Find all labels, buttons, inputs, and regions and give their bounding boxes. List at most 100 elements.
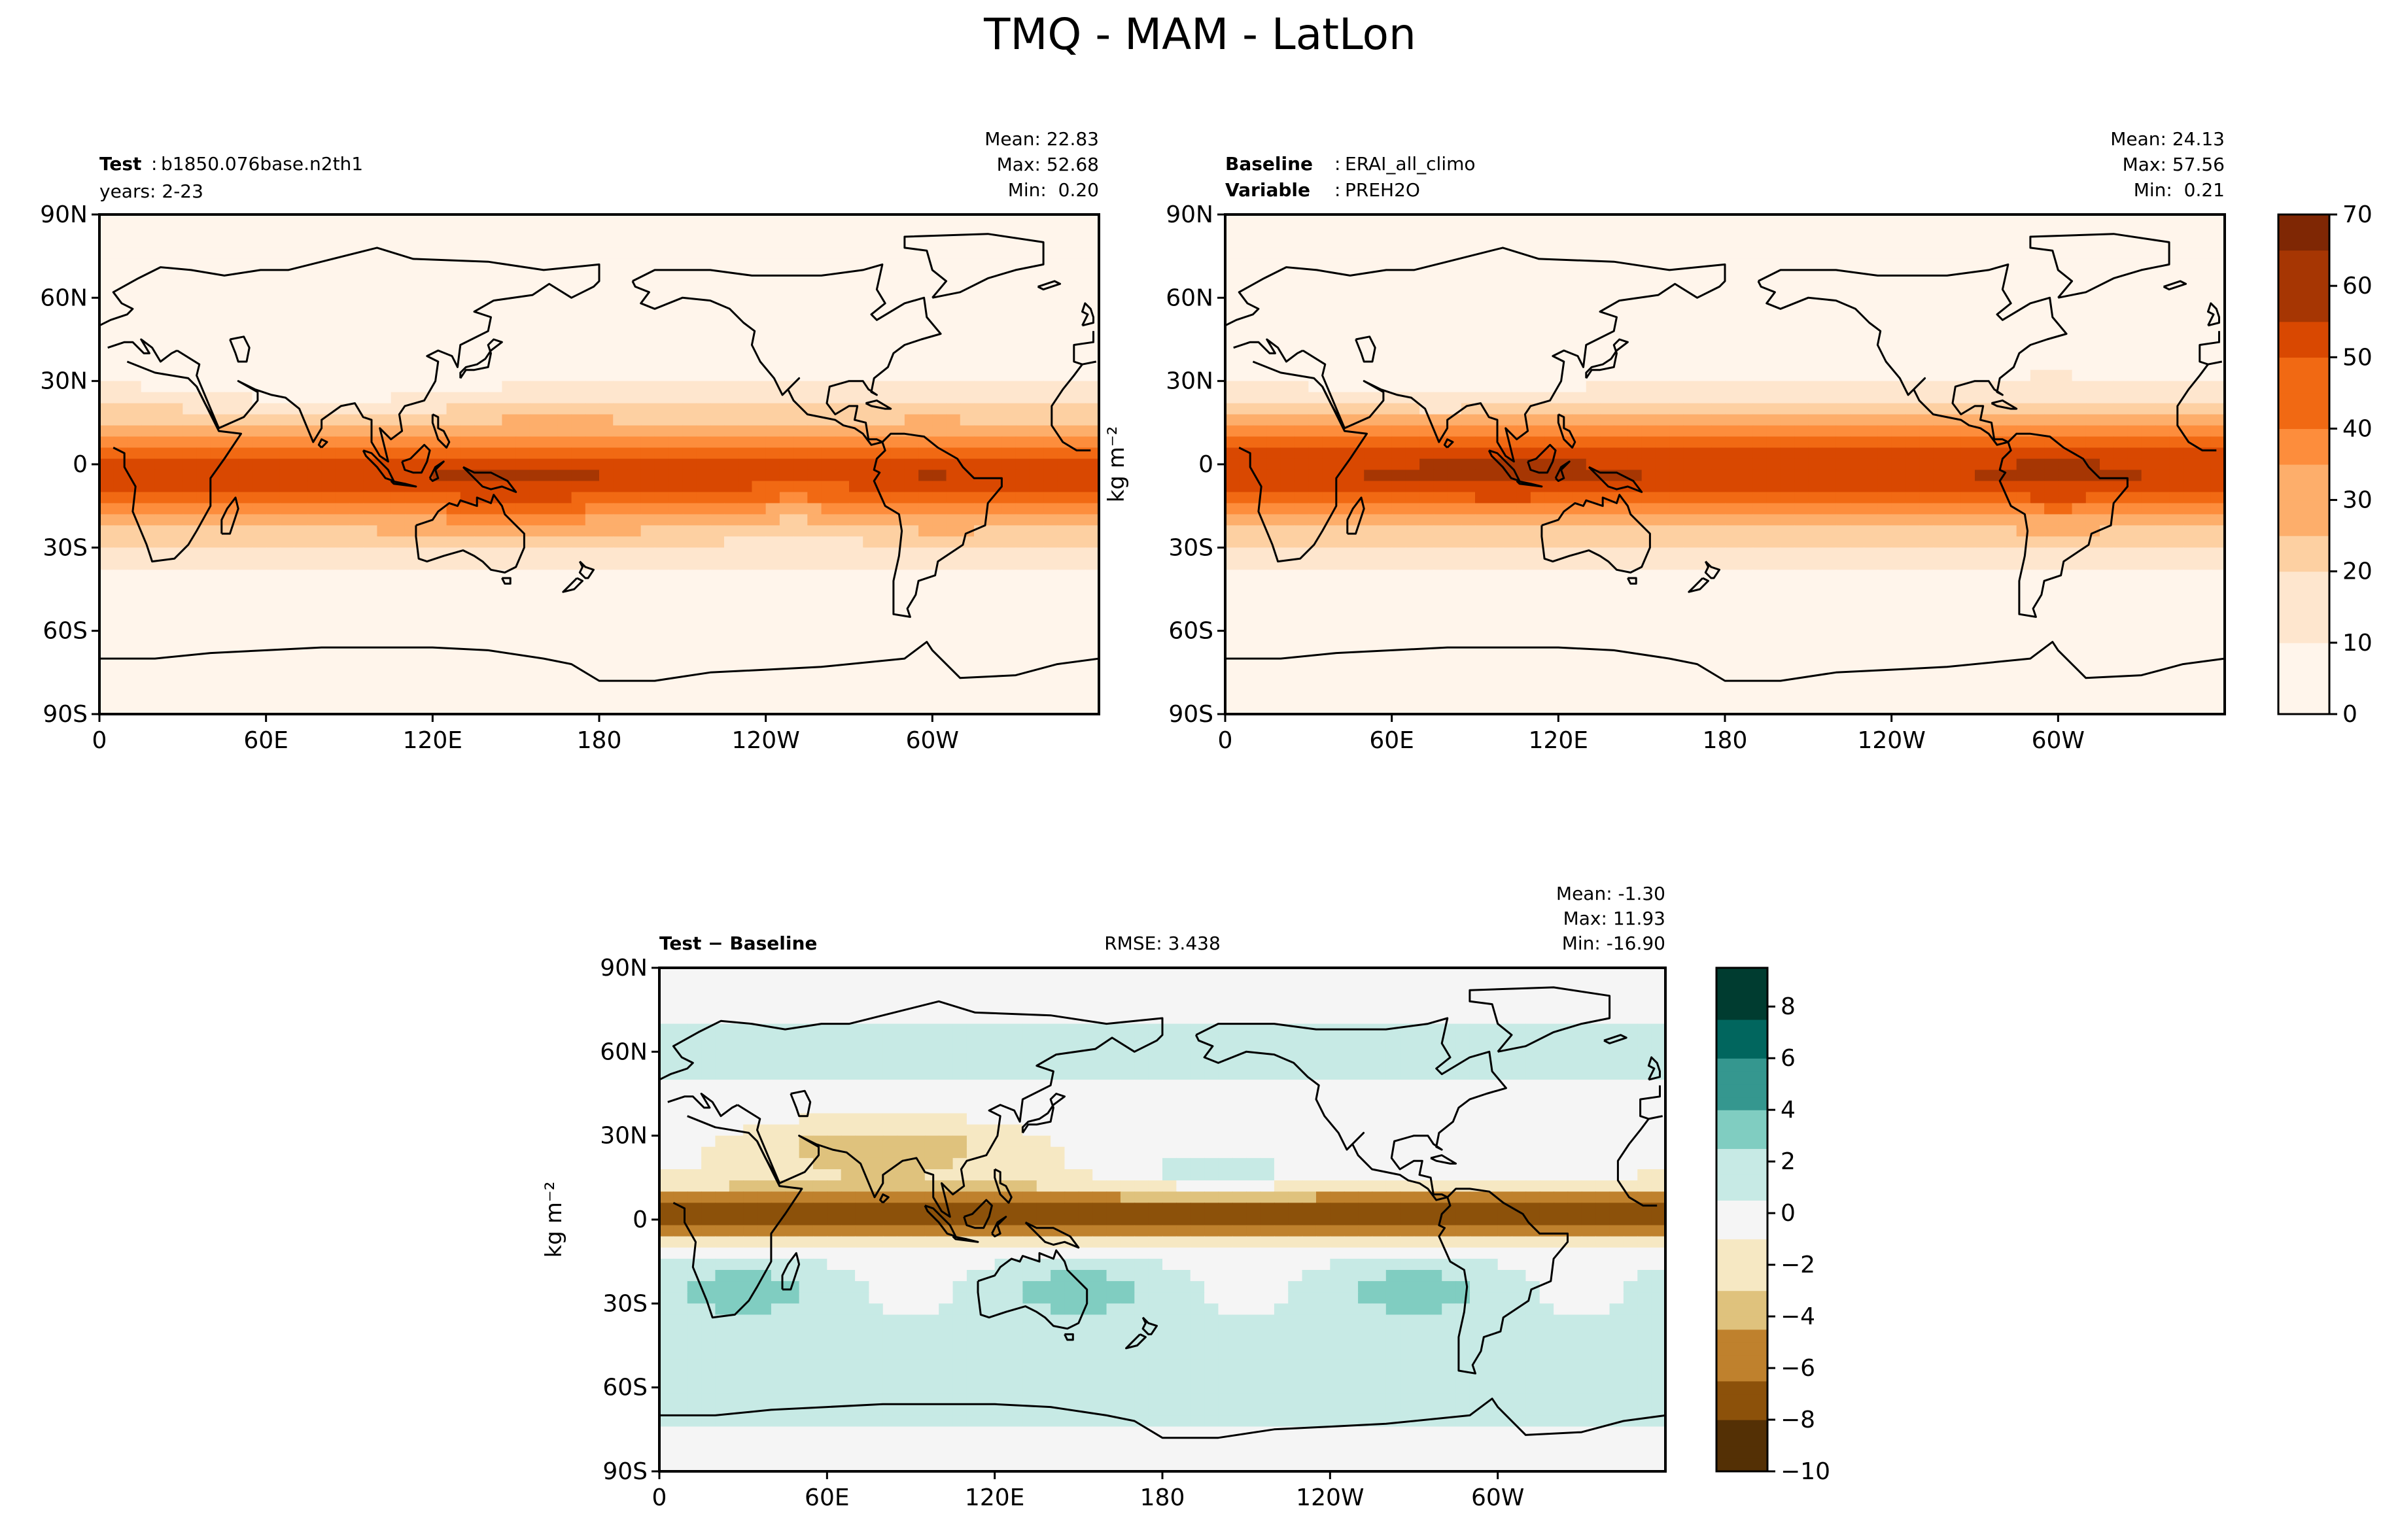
field-cell xyxy=(1015,547,1030,560)
field-cell xyxy=(835,336,850,349)
field-cell xyxy=(1253,236,1268,248)
field-cell xyxy=(877,436,892,449)
field-cell xyxy=(377,336,392,349)
field-cell xyxy=(613,670,628,681)
field-cell xyxy=(196,525,211,538)
field-cell xyxy=(183,458,198,471)
field-cell xyxy=(335,425,350,437)
field-cell xyxy=(960,381,975,393)
field-cell xyxy=(627,247,642,260)
field-cell xyxy=(1071,470,1086,482)
field-cell xyxy=(654,581,669,593)
field-cell xyxy=(1503,225,1518,237)
field-cell xyxy=(1043,358,1058,371)
field-cell xyxy=(1766,392,1781,404)
field-cell xyxy=(877,392,892,404)
field-cell xyxy=(196,681,211,693)
field-cell xyxy=(1655,369,1670,382)
field-cell xyxy=(210,403,225,415)
field-cell xyxy=(627,236,642,248)
field-cell xyxy=(710,281,725,293)
field-cell xyxy=(1864,414,1879,426)
field-cell xyxy=(918,703,933,714)
field-cell xyxy=(363,547,378,560)
field-cell xyxy=(1725,269,1740,282)
field-cell xyxy=(363,325,378,337)
field-cell xyxy=(640,269,655,282)
field-cell xyxy=(1295,336,1310,349)
field-cell xyxy=(1544,369,1559,382)
field-cell xyxy=(599,258,614,271)
field-cell xyxy=(183,292,198,304)
field-cell xyxy=(2197,225,2212,237)
field-cell xyxy=(2044,392,2059,404)
field-cell xyxy=(1489,225,1504,237)
field-cell xyxy=(1725,336,1740,349)
field-cell xyxy=(279,314,294,326)
field-cell xyxy=(2127,358,2142,371)
field-cell xyxy=(682,225,697,237)
field-cell xyxy=(1586,358,1601,371)
field-cell xyxy=(544,547,559,560)
field-cell xyxy=(1780,269,1795,282)
field-cell xyxy=(1043,503,1058,515)
field-cell xyxy=(1572,281,1587,293)
field-cell xyxy=(2085,214,2100,226)
field-cell xyxy=(1378,358,1393,371)
field-cell xyxy=(724,636,739,648)
field-cell xyxy=(835,281,850,293)
field-cell xyxy=(1475,425,1490,437)
field-cell xyxy=(1600,347,1615,360)
field-cell xyxy=(1780,403,1795,415)
field-cell xyxy=(307,458,322,471)
field-cell xyxy=(2085,336,2100,349)
field-cell xyxy=(294,281,309,293)
field-cell xyxy=(1794,414,1809,426)
field-cell xyxy=(779,381,794,393)
field-cell xyxy=(321,458,336,471)
field-cell xyxy=(2016,403,2031,415)
field-cell xyxy=(183,247,198,260)
field-cell xyxy=(1001,581,1017,593)
field-cell xyxy=(210,681,225,693)
field-cell xyxy=(654,325,669,337)
field-cell xyxy=(918,381,933,393)
field-cell xyxy=(752,325,767,337)
field-cell xyxy=(1766,369,1781,382)
field-cell xyxy=(1364,247,1379,260)
field-cell xyxy=(363,614,378,626)
field-cell xyxy=(544,414,559,426)
field-cell xyxy=(1029,481,1044,493)
field-cell xyxy=(724,236,739,248)
field-cell xyxy=(113,703,128,714)
field-cell xyxy=(1780,258,1795,271)
field-cell xyxy=(571,570,586,582)
field-cell xyxy=(544,436,559,449)
field-cell xyxy=(904,570,919,582)
field-cell xyxy=(1391,425,1406,437)
field-cell xyxy=(557,314,572,326)
field-cell xyxy=(877,369,892,382)
field-cell xyxy=(1516,258,1531,271)
field-cell xyxy=(1725,458,1740,471)
field-cell xyxy=(2030,447,2045,460)
field-cell xyxy=(335,647,350,659)
field-cell xyxy=(2030,403,2045,415)
field-cell xyxy=(419,403,434,415)
field-cell xyxy=(1447,214,1462,226)
field-cell xyxy=(377,358,392,371)
field-cell xyxy=(1614,436,1629,449)
field-cell xyxy=(307,292,322,304)
field-cell xyxy=(613,470,628,482)
field-cell xyxy=(946,447,961,460)
field-cell xyxy=(793,314,809,326)
field-cell xyxy=(1905,225,1920,237)
field-cell xyxy=(363,625,378,637)
field-cell xyxy=(544,703,559,714)
field-cell xyxy=(529,269,544,282)
field-cell xyxy=(183,425,198,437)
field-cell xyxy=(1835,269,1851,282)
field-cell xyxy=(1544,303,1559,315)
field-cell xyxy=(1057,547,1072,560)
field-cell xyxy=(710,492,725,504)
